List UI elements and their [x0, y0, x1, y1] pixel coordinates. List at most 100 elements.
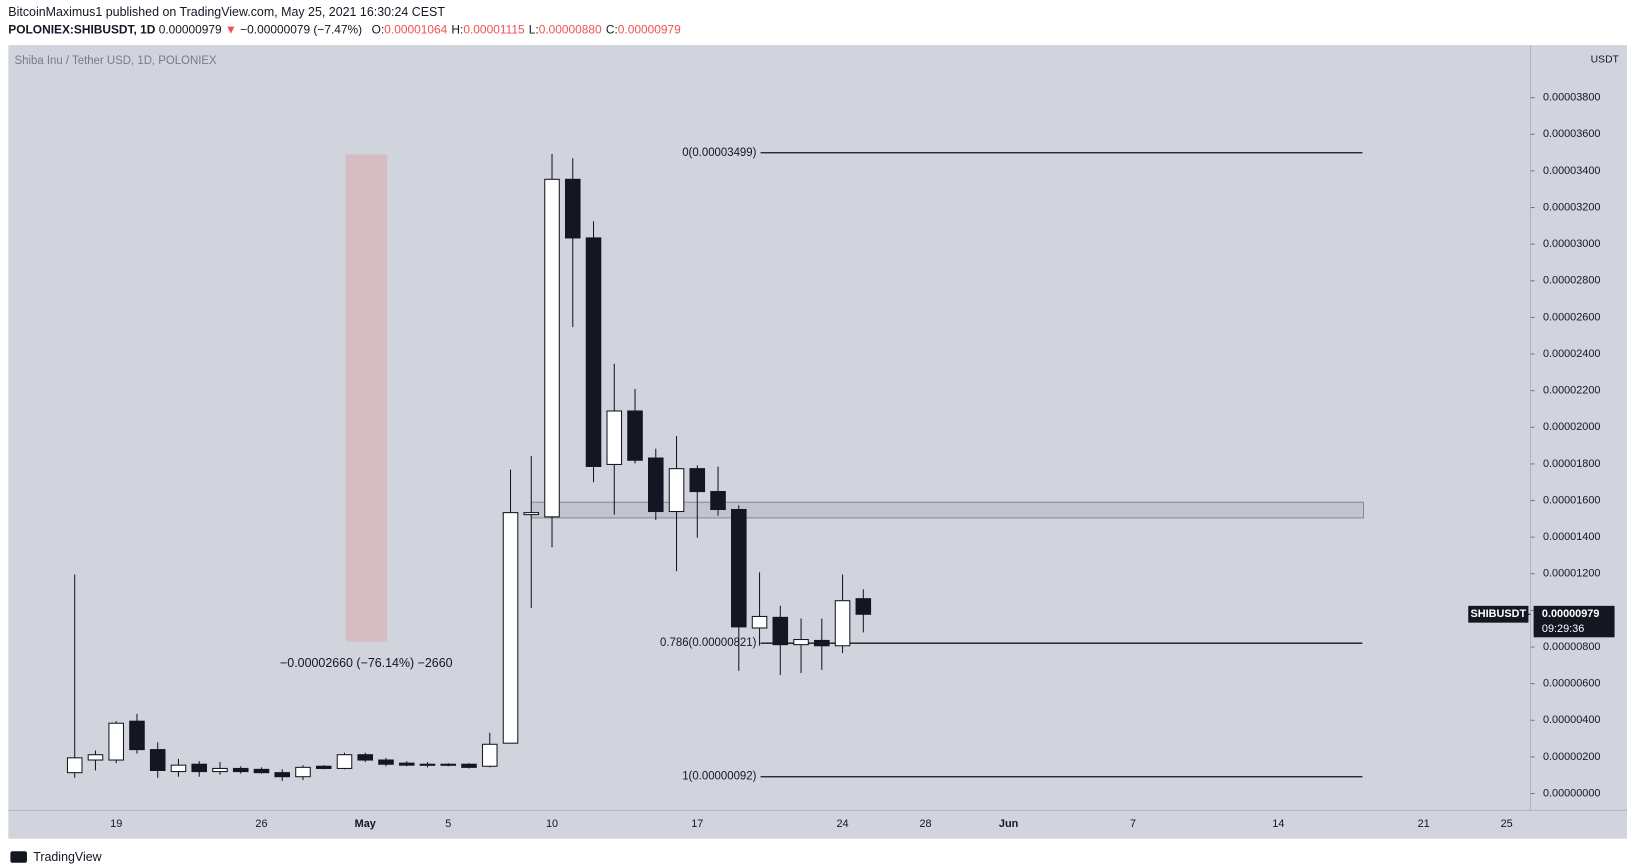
y-tick-label: 0.00003400: [1543, 165, 1600, 177]
candle-body: [336, 754, 353, 769]
y-tick-label: 0.00002400: [1543, 348, 1600, 360]
candle-body: [378, 759, 394, 765]
y-tick-label: 0.00000600: [1543, 678, 1600, 690]
x-tick-label: 24: [836, 818, 848, 830]
candle-body: [149, 749, 166, 771]
x-tick-label: 25: [1501, 818, 1513, 830]
footer-brand: TradingView: [33, 850, 102, 864]
candle-body: [855, 598, 872, 615]
candle-body: [793, 639, 809, 646]
y-tick-label: 0.00002600: [1543, 311, 1600, 323]
ohlc-key: H:: [451, 23, 463, 37]
fib-label: 0.786(0.00000821): [660, 637, 757, 649]
candle-body: [585, 237, 602, 467]
symbol-line: POLONIEX:SHIBUSDT, 1D 0.00000979 ▼ −0.00…: [8, 23, 681, 37]
ohlc-key: L:: [529, 23, 539, 37]
x-tick-label: Jun: [999, 818, 1018, 830]
candle-body: [647, 457, 664, 513]
x-tick-label: 5: [445, 818, 451, 830]
y-tick-label: 0.00001400: [1543, 531, 1600, 543]
candle-body: [502, 512, 519, 744]
candle-body: [544, 178, 560, 518]
price-badge: [1533, 605, 1615, 638]
candle-body: [606, 410, 623, 465]
change-arrow: ▼: [225, 23, 237, 37]
chart-background: [8, 45, 1627, 839]
y-unit: USDT: [1591, 54, 1620, 65]
candle-body: [398, 762, 415, 766]
x-tick-label: 17: [691, 818, 703, 830]
price-badge-label: 0.00000979: [1542, 608, 1599, 620]
candle-body: [274, 772, 291, 778]
y-tick-label: 0.00000800: [1543, 641, 1600, 653]
x-tick-label: 26: [255, 818, 267, 830]
candle-body: [461, 763, 477, 768]
candle-body: [87, 754, 104, 761]
footer-logo: [10, 851, 27, 863]
ohlc-value: 0.00000979: [618, 23, 681, 37]
y-tick-label: 0.00001200: [1543, 568, 1600, 580]
y-tick-label: 0.00002200: [1543, 385, 1600, 397]
ohlc-value: 0.00001064: [384, 23, 447, 37]
candle-body: [772, 616, 789, 646]
candle-body: [419, 763, 436, 766]
candle-body: [191, 763, 208, 773]
y-tick-label: 0.00000000: [1543, 787, 1600, 799]
symbol: POLONIEX:SHIBUSDT, 1D: [8, 23, 155, 37]
candle-body: [689, 468, 706, 493]
symbol-badge-label: SHIBUSDT: [1471, 608, 1527, 620]
candle-body: [627, 410, 643, 461]
ohlc-key: C:: [606, 23, 618, 37]
candle-body: [710, 491, 726, 511]
y-tick-label: 0.00003000: [1543, 238, 1600, 250]
x-tick-label: 21: [1418, 818, 1430, 830]
y-tick-label: 0.00003800: [1543, 91, 1600, 103]
y-tick-label: 0.00001800: [1543, 458, 1600, 470]
x-tick-label: May: [355, 818, 377, 830]
candle-body: [440, 763, 457, 766]
candle-body: [129, 720, 145, 751]
countdown: 09:29:36: [1542, 623, 1584, 635]
candle-body: [751, 615, 768, 629]
measure-label: −0.00002660 (−76.14%) −2660: [280, 656, 453, 670]
ohlc-key: O:: [372, 23, 385, 37]
y-tick-label: 0.00002800: [1543, 275, 1600, 287]
ohlc-value: 0.00001115: [463, 23, 525, 37]
candle-body: [315, 765, 332, 769]
fib-label: 0(0.00003499): [682, 147, 756, 159]
candle-body: [668, 468, 685, 513]
x-tick-label: 10: [546, 818, 558, 830]
candle-body: [212, 767, 228, 773]
candle-body: [253, 768, 270, 774]
ohlc-value: 0.00000880: [539, 23, 602, 37]
y-tick-label: 0.00002000: [1543, 421, 1600, 433]
last-price: 0.00000979: [159, 23, 222, 37]
candle-body: [357, 754, 374, 761]
candle-body: [66, 757, 83, 774]
candle-body: [108, 722, 124, 761]
symbol-badge: [1468, 605, 1529, 623]
candle-body: [523, 512, 540, 516]
x-tick-label: 7: [1130, 818, 1136, 830]
chart-title: Shiba Inu / Tether USD, 1D, POLONIEX: [15, 55, 217, 67]
candle-body: [232, 767, 249, 773]
y-tick-label: 0.00001600: [1543, 494, 1600, 506]
x-tick-label: 28: [920, 818, 932, 830]
candle-body: [834, 600, 851, 647]
fib-label: 1(0.00000092): [682, 771, 756, 783]
candle-body: [814, 639, 830, 647]
candle-body: [564, 178, 581, 239]
author-line: BitcoinMaximus1 published on TradingView…: [8, 5, 445, 19]
x-tick-label: 14: [1272, 818, 1284, 830]
y-tick-label: 0.00003600: [1543, 128, 1600, 140]
change: −0.00000079 (−7.47%): [240, 23, 362, 37]
measure-box: [345, 154, 388, 642]
candle-body: [170, 764, 187, 773]
candle-body: [295, 766, 311, 778]
y-tick-label: 0.00000200: [1543, 751, 1600, 763]
y-tick-label: 0.00000400: [1543, 714, 1600, 726]
x-tick-label: 19: [110, 818, 122, 830]
candle-body: [731, 508, 747, 628]
y-tick-label: 0.00003200: [1543, 201, 1600, 213]
